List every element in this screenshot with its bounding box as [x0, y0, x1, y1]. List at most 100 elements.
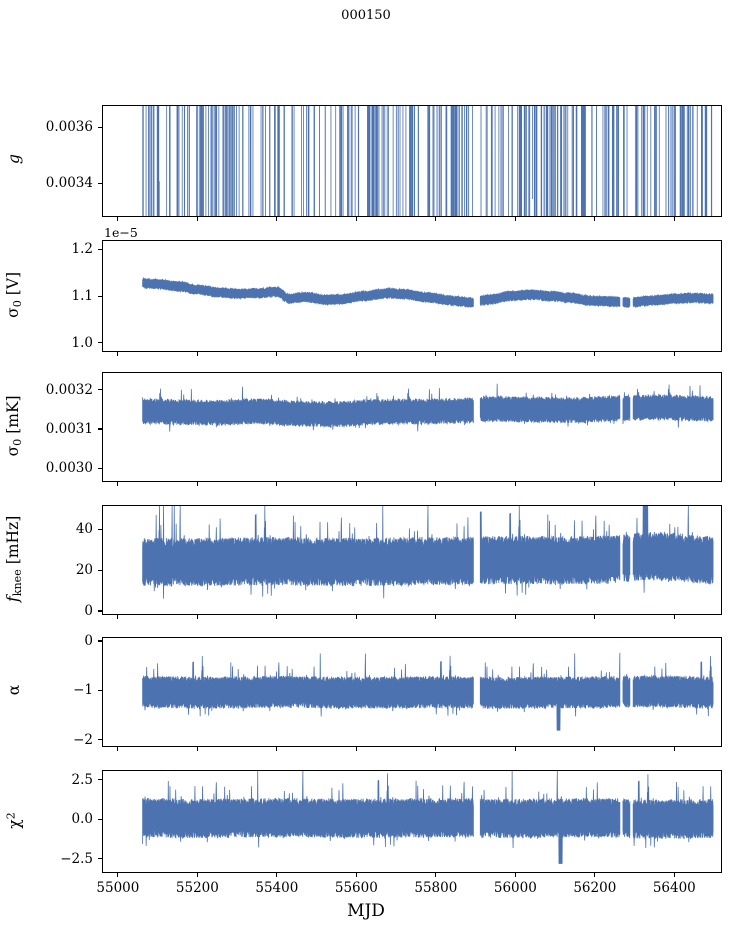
series-gain — [103, 106, 721, 216]
x-tick-mark — [514, 352, 516, 356]
x-tick-label: 56000 — [493, 880, 537, 896]
x-tick-mark — [594, 615, 596, 619]
y-tick-label-fknee: 0 — [84, 602, 93, 619]
x-axis-label: MJD — [347, 901, 385, 921]
y-tick-mark — [98, 569, 102, 571]
x-tick-mark — [673, 352, 675, 356]
plot-panel-sigma0_mk — [102, 372, 722, 482]
y-axis-label-gain: g — [5, 154, 23, 164]
x-tick-mark — [594, 217, 596, 221]
series-chi2 — [103, 771, 721, 872]
series-alpha — [103, 638, 721, 746]
y-tick-label-chi2: −2.5 — [60, 850, 93, 867]
x-tick-mark — [196, 352, 198, 356]
x-tick-mark — [514, 615, 516, 619]
x-tick-mark — [355, 615, 357, 619]
y-tick-mark — [98, 295, 102, 297]
x-tick-mark — [117, 747, 119, 751]
x-tick-label: 56200 — [573, 880, 617, 896]
y-tick-mark — [98, 182, 102, 184]
x-tick-mark — [435, 747, 437, 751]
x-tick-mark — [355, 747, 357, 751]
y-tick-label-gain: 0.0034 — [45, 175, 93, 192]
x-tick-mark — [673, 615, 675, 619]
x-tick-mark — [435, 352, 437, 356]
x-tick-mark — [435, 873, 437, 877]
x-tick-mark — [594, 747, 596, 751]
y-tick-mark — [98, 779, 102, 781]
plot-panel-chi2 — [102, 770, 722, 873]
x-tick-mark — [276, 482, 278, 486]
x-tick-mark — [594, 873, 596, 877]
x-tick-label: 55600 — [334, 880, 378, 896]
y-tick-mark — [98, 528, 102, 531]
y-tick-label-sigma0_mk: 0.0030 — [45, 460, 93, 477]
x-tick-mark — [196, 217, 198, 221]
y-tick-label-sigma0_volt: 1.1 — [71, 288, 93, 304]
y-tick-mark — [98, 818, 102, 820]
x-tick-label: 55400 — [255, 880, 299, 896]
x-tick-mark — [355, 352, 357, 356]
x-tick-mark — [673, 217, 675, 221]
x-tick-mark — [117, 217, 119, 221]
x-tick-mark — [276, 873, 278, 877]
x-tick-mark — [276, 217, 278, 221]
y-tick-label-sigma0_mk: 0.0032 — [45, 381, 93, 398]
x-tick-mark — [117, 615, 119, 619]
series-f_knee — [103, 506, 721, 614]
plot-panel-alpha — [102, 637, 722, 747]
x-tick-mark — [435, 482, 437, 486]
y-tick-label-sigma0_volt: 1.2 — [71, 241, 93, 258]
y-tick-mark — [98, 342, 102, 344]
y-tick-label-sigma0_volt: 1.0 — [71, 334, 93, 351]
x-tick-mark — [355, 482, 357, 486]
x-tick-mark — [673, 747, 675, 751]
series-sigma0_mK — [103, 373, 721, 481]
x-tick-label: 56400 — [652, 880, 696, 896]
x-tick-mark — [276, 747, 278, 751]
y-tick-mark — [98, 858, 102, 860]
x-tick-mark — [355, 217, 357, 221]
x-tick-mark — [196, 482, 198, 486]
y-tick-mark — [98, 610, 102, 612]
x-tick-mark — [514, 217, 516, 221]
y-tick-mark — [98, 389, 102, 391]
x-tick-mark — [355, 873, 357, 877]
y-tick-label-fknee: 20 — [75, 562, 93, 579]
y-axis-label-alpha: α — [5, 684, 23, 696]
x-tick-label: 55800 — [414, 880, 458, 896]
y-tick-label-fknee: 40 — [75, 521, 93, 538]
x-tick-mark — [594, 482, 596, 486]
x-tick-mark — [514, 747, 516, 751]
y-tick-mark — [98, 689, 102, 691]
x-tick-mark — [117, 352, 119, 356]
y-tick-mark — [98, 467, 102, 469]
y-axis-label-sigma0_mk: σ0 [mK] — [4, 395, 24, 457]
series-sigma0_V — [103, 241, 721, 351]
x-tick-mark — [196, 873, 198, 877]
y-tick-label-alpha: 0 — [84, 632, 93, 649]
plot-panel-sigma0_volt — [102, 240, 722, 352]
x-tick-mark — [673, 482, 675, 486]
x-tick-mark — [514, 482, 516, 486]
y-tick-mark — [98, 640, 102, 642]
y-tick-label-gain: 0.0036 — [45, 119, 93, 136]
x-tick-mark — [117, 482, 119, 486]
y-axis-label-sigma0_volt: σ0 [V] — [4, 271, 24, 318]
y-tick-mark — [98, 739, 102, 741]
y-tick-label-chi2: 0.0 — [71, 811, 93, 828]
y-axis-offset-sigma0_volt: 1e−5 — [104, 225, 138, 240]
y-axis-label-fknee: fknee [mHz] — [4, 515, 24, 603]
figure-title: 000150 — [341, 8, 391, 23]
x-tick-label: 55200 — [175, 880, 219, 896]
y-tick-label-alpha: −2 — [73, 731, 93, 748]
x-tick-mark — [196, 747, 198, 751]
x-tick-mark — [196, 615, 198, 619]
y-tick-mark — [98, 126, 102, 128]
y-tick-mark — [98, 428, 102, 430]
y-tick-label-alpha: −1 — [73, 682, 93, 699]
x-tick-mark — [514, 873, 516, 877]
y-tick-label-chi2: 2.5 — [71, 771, 93, 788]
y-axis-label-chi2: χ2 — [4, 811, 24, 829]
